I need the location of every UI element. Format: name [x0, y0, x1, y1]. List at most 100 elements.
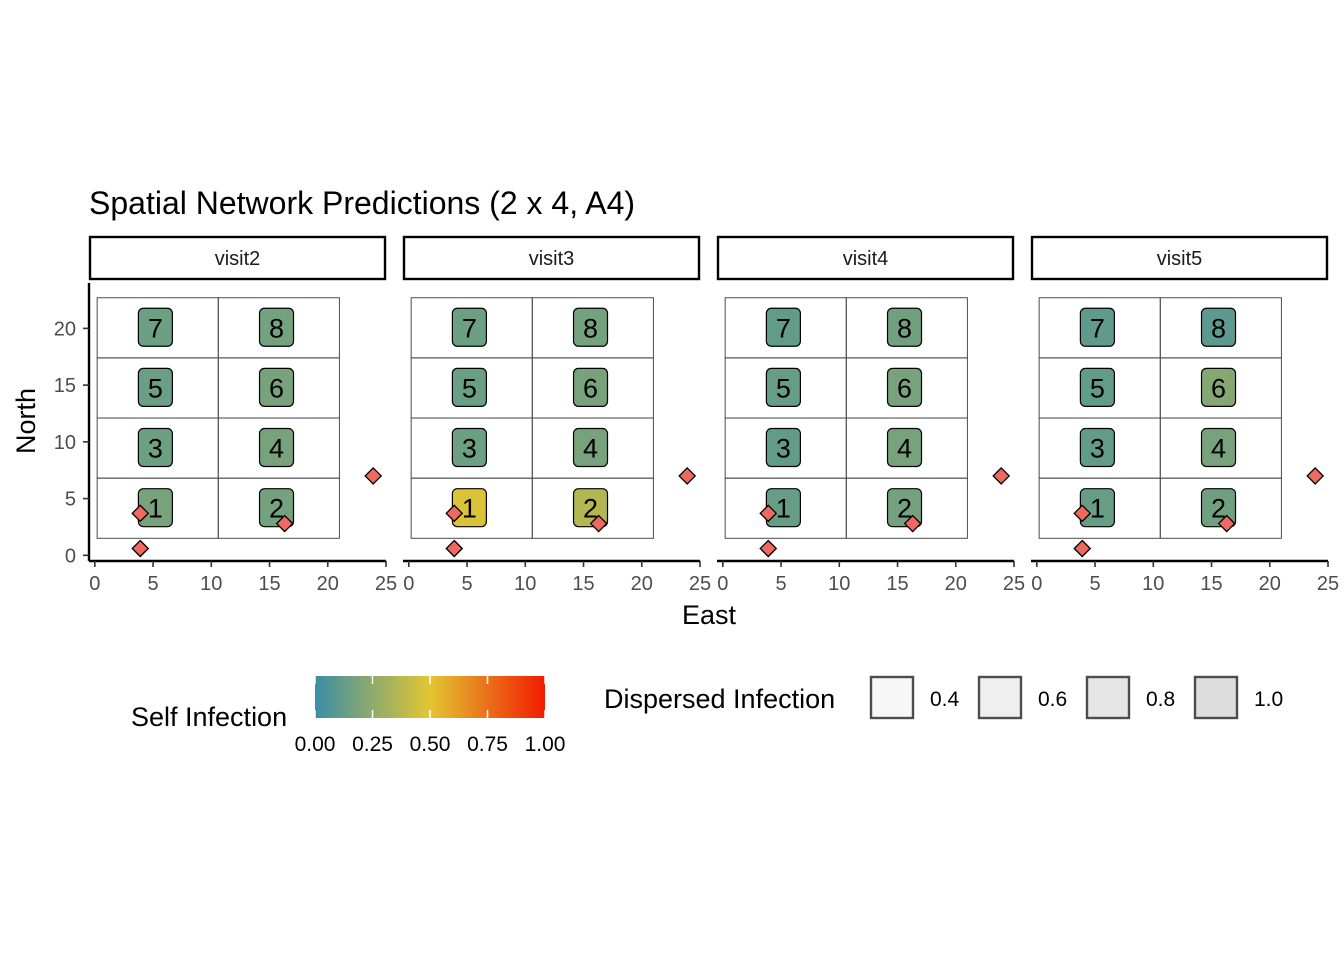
node-label: 4	[269, 434, 284, 464]
node-label: 1	[776, 494, 791, 524]
legend-key	[1193, 675, 1239, 720]
node-label-box	[765, 307, 801, 347]
x-tick-label: 25	[689, 573, 711, 595]
node-label-box	[886, 427, 923, 468]
x-tick-label: 5	[775, 573, 786, 595]
source-point	[992, 466, 1011, 485]
colorbar-tick-label: 1.00	[525, 733, 566, 756]
node-label: 2	[269, 494, 284, 524]
source-point	[589, 514, 608, 533]
source-point	[1073, 539, 1092, 558]
node-label-box	[1200, 307, 1237, 347]
legend-key-label: 0.8	[1146, 688, 1175, 711]
facet-strip	[1030, 235, 1329, 281]
source-point	[131, 539, 150, 558]
node-label: 8	[1211, 313, 1226, 343]
x-tick-label: 0	[1031, 573, 1042, 595]
source-point	[1073, 504, 1092, 523]
facet-strip-label: visit3	[529, 248, 575, 270]
legend-key	[1085, 675, 1131, 720]
source-point	[903, 514, 922, 533]
plot-cell	[217, 297, 340, 359]
node-label: 7	[148, 313, 163, 343]
x-tick-label: 15	[886, 573, 908, 595]
x-tick-label: 0	[717, 573, 728, 595]
legend-title: Self Infection	[131, 702, 287, 732]
plot-cell	[845, 297, 968, 359]
plot-cell	[531, 297, 654, 359]
legend-title: Dispersed Infection	[604, 684, 835, 714]
node-label: 6	[269, 373, 284, 403]
facet-strip-label: visit5	[1157, 248, 1203, 270]
legend-key	[869, 675, 915, 720]
node-label: 4	[583, 434, 598, 464]
node-label: 5	[1090, 373, 1105, 403]
node-label-box	[258, 307, 295, 347]
node-label-box	[1200, 427, 1237, 468]
node-label-box	[451, 427, 487, 468]
node-label-box	[572, 427, 609, 468]
node-label-box	[1079, 427, 1115, 468]
x-tick-label: 5	[461, 573, 472, 595]
node-label: 8	[583, 313, 598, 343]
y-tick-label: 5	[65, 489, 76, 511]
legend-key-label: 0.4	[930, 688, 960, 711]
colorbar-tick-label: 0.75	[467, 733, 508, 756]
x-tick-label: 25	[1317, 573, 1339, 595]
x-tick-label: 10	[200, 573, 222, 595]
x-tick-label: 15	[258, 573, 280, 595]
source-point	[131, 504, 150, 523]
node-label: 1	[148, 494, 163, 524]
x-tick-label: 0	[89, 573, 100, 595]
facet-visit3: visit3 0 5 10 15 20 25 1 2 3 4 5 6 7 8	[402, 235, 711, 595]
node-label-box	[1079, 307, 1115, 347]
x-axis-label: East	[682, 600, 737, 630]
source-point	[1217, 514, 1236, 533]
x-tick-label: 5	[1089, 573, 1100, 595]
node-label: 3	[148, 434, 163, 464]
node-label-box	[572, 307, 609, 347]
node-label: 5	[462, 373, 477, 403]
node-label: 6	[1211, 373, 1226, 403]
source-point	[678, 466, 697, 485]
colorbar-tick-label: 0.25	[352, 733, 393, 756]
chart-title: Spatial Network Predictions (2 x 4, A4)	[89, 185, 635, 221]
source-point	[759, 539, 778, 558]
node-label-box	[886, 307, 923, 347]
source-point	[445, 504, 464, 523]
x-tick-label: 10	[514, 573, 536, 595]
node-label: 3	[1090, 434, 1105, 464]
node-label: 3	[776, 434, 791, 464]
node-label: 1	[462, 494, 477, 524]
y-axis-label: North	[11, 388, 41, 454]
y-tick-label: 10	[54, 432, 76, 454]
node-label-box	[1079, 367, 1115, 407]
node-label-box	[886, 367, 923, 407]
node-label: 7	[1090, 313, 1105, 343]
node-label-box	[572, 367, 609, 407]
node-label: 5	[148, 373, 163, 403]
y-tick-label: 20	[54, 318, 76, 340]
node-label-box	[1200, 367, 1237, 407]
x-tick-label: 5	[147, 573, 158, 595]
node-label: 3	[462, 434, 477, 464]
legend-key-label: 0.6	[1038, 688, 1067, 711]
node-label: 8	[269, 313, 284, 343]
source-point	[445, 539, 464, 558]
facet-visit4: visit4 0 5 10 15 20 25 1 2 3 4 5 6 7 8	[716, 235, 1025, 595]
x-tick-label: 15	[572, 573, 594, 595]
dispersed-infection-legend: Dispersed Infection 0.4 0.6 0.8 1.0	[604, 675, 1283, 720]
node-label: 5	[776, 373, 791, 403]
node-label: 7	[462, 313, 477, 343]
facet-visit5: visit5 0 5 10 15 20 25 1 2 3 4 5 6 7 8	[1030, 235, 1339, 595]
source-point	[1306, 466, 1325, 485]
node-label-box	[765, 367, 801, 407]
node-label: 4	[1211, 434, 1226, 464]
source-point	[759, 504, 778, 523]
y-tick-label: 15	[54, 375, 76, 397]
node-label: 4	[897, 434, 912, 464]
node-label: 2	[897, 494, 912, 524]
x-tick-label: 25	[375, 573, 397, 595]
facet-strip	[402, 235, 701, 281]
